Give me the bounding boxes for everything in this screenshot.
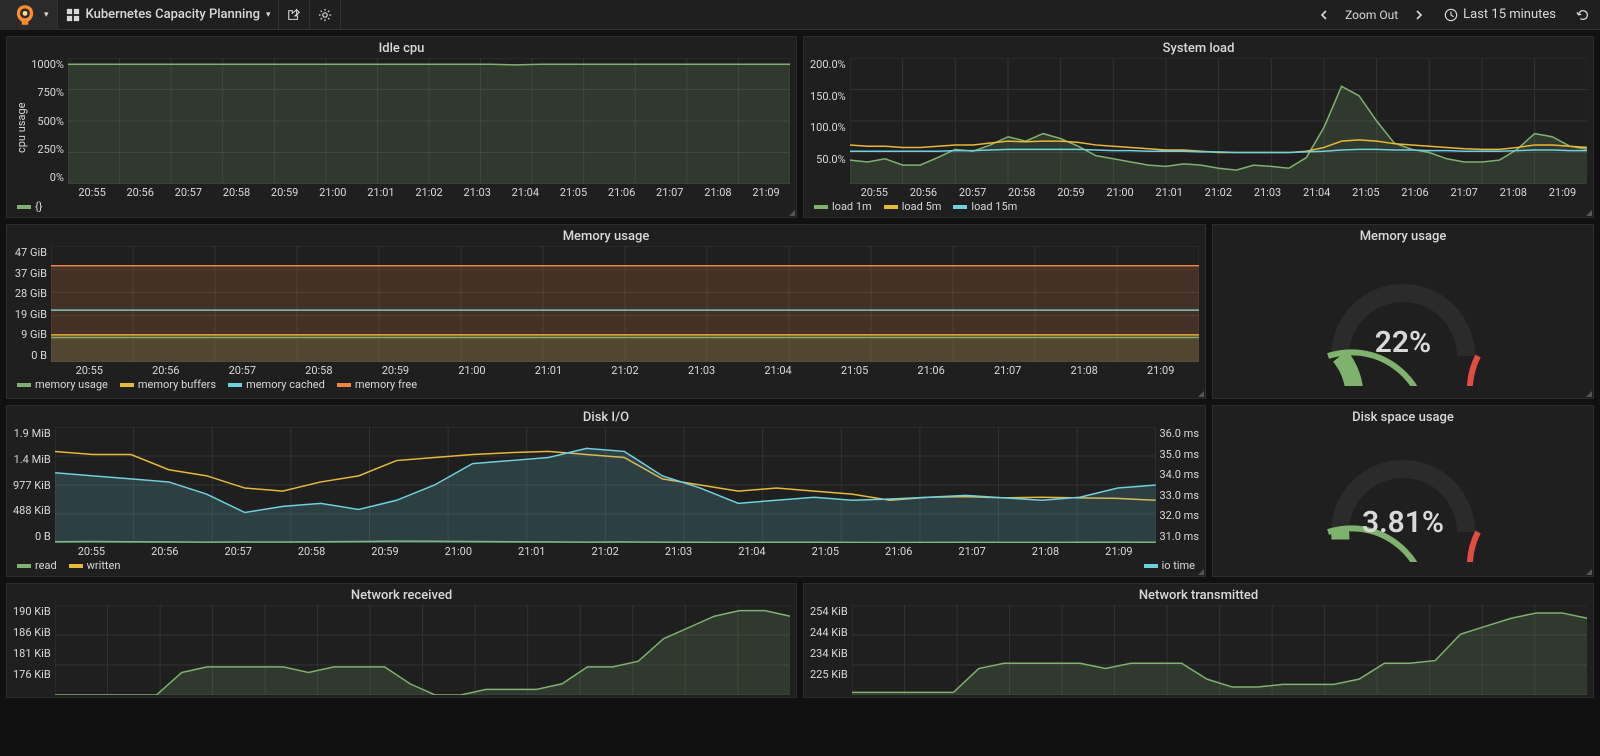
chart-svg: [55, 427, 1156, 543]
y-axis: 200.0%150.0%100.0%50.0%: [810, 58, 850, 198]
gauge-svg: [1303, 256, 1503, 386]
panel-title: Disk space usage: [1219, 410, 1587, 425]
x-axis: 20:5520:5620:5720:5820:5921:0021:0121:02…: [850, 184, 1587, 198]
legend-item[interactable]: load 15m: [953, 200, 1017, 213]
legend-item[interactable]: {}: [17, 200, 42, 213]
legend-item[interactable]: load 1m: [814, 200, 872, 213]
legend-item[interactable]: io time: [1144, 559, 1195, 572]
refresh-icon: [1576, 8, 1590, 22]
y-axis-label: cpu usage: [13, 58, 30, 198]
time-prev-button[interactable]: [1309, 0, 1339, 30]
panel-network-transmitted: Network transmitted 254 KiB244 KiB234 Ki…: [803, 583, 1594, 698]
chevron-left-icon: [1319, 10, 1329, 20]
legend-item[interactable]: load 5m: [884, 200, 942, 213]
legend: memory usage memory buffers memory cached m…: [13, 376, 1199, 393]
x-axis: 20:5520:5620:5720:5820:5921:0021:0121:02…: [51, 362, 1199, 376]
y-axis-right: 36.0 ms35.0 ms34.0 ms33.0 ms32.0 ms31.0 …: [1156, 427, 1200, 557]
panel-title: Idle cpu: [13, 41, 790, 56]
panel-idle-cpu: Idle cpu cpu usage 1000%750%500%250%0% 2…: [6, 36, 797, 218]
logo-menu[interactable]: ▾: [0, 0, 58, 30]
refresh-button[interactable]: [1566, 0, 1600, 30]
legend-item[interactable]: read: [17, 559, 57, 572]
panel-title: Memory usage: [13, 229, 1199, 244]
panel-disk-gauge: Disk space usage 3.81%: [1212, 405, 1594, 577]
y-axis: 254 KiB244 KiB234 KiB225 KiB: [810, 605, 852, 695]
y-axis: 1000%750%500%250%0%: [30, 58, 68, 198]
legend-item[interactable]: memory free: [337, 378, 417, 391]
x-axis: 20:5520:5620:5720:5820:5921:0021:0121:02…: [55, 543, 1156, 557]
panel-title: Disk I/O: [13, 410, 1199, 425]
panel-system-load: System load 200.0%150.0%100.0%50.0% 20:5…: [803, 36, 1594, 218]
dashboard-title: Kubernetes Capacity Planning: [86, 7, 260, 22]
panel-network-received: Network received 190 KiB186 KiB181 KiB17…: [6, 583, 797, 698]
panel-title: System load: [810, 41, 1587, 56]
legend-item[interactable]: memory cached: [228, 378, 325, 391]
y-axis: 190 KiB186 KiB181 KiB176 KiB: [13, 605, 55, 695]
grafana-logo-icon: [12, 2, 38, 28]
gauge-value: 3.81%: [1362, 505, 1444, 540]
panel-title: Network received: [13, 588, 790, 603]
y-axis: 1.9 MiB1.4 MiB977 KiB488 KiB0 B: [13, 427, 55, 557]
legend-item[interactable]: memory buffers: [120, 378, 216, 391]
time-range-picker[interactable]: Last 15 minutes: [1434, 7, 1566, 22]
gauge-svg: [1303, 432, 1503, 562]
legend-item[interactable]: written: [69, 559, 121, 572]
panel-memory-gauge: Memory usage 22%: [1212, 224, 1594, 399]
zoom-out-button[interactable]: Zoom Out: [1339, 8, 1404, 22]
top-navbar: ▾ Kubernetes Capacity Planning ▾ Zoom Ou…: [0, 0, 1600, 30]
share-icon: [287, 8, 301, 22]
panel-disk-io: Disk I/O 1.9 MiB1.4 MiB977 KiB488 KiB0 B…: [6, 405, 1206, 577]
share-button[interactable]: [279, 0, 310, 30]
chart-svg: [850, 58, 1587, 184]
time-range-label: Last 15 minutes: [1463, 7, 1556, 22]
panel-title: Network transmitted: [810, 588, 1587, 603]
time-next-button[interactable]: [1404, 0, 1434, 30]
clock-icon: [1444, 8, 1458, 22]
legend: read written: [13, 557, 124, 574]
legend: {}: [13, 198, 790, 215]
gauge-value: 22%: [1375, 325, 1431, 360]
settings-button[interactable]: [310, 0, 341, 30]
legend-right: io time: [1140, 557, 1199, 574]
y-axis: 47 GiB37 GiB28 GiB19 GiB9 GiB0 B: [13, 246, 51, 376]
panel-memory-usage: Memory usage 47 GiB37 GiB28 GiB19 GiB9 G…: [6, 224, 1206, 399]
chart-svg: [55, 605, 790, 695]
dashboard-title-menu[interactable]: Kubernetes Capacity Planning ▾: [58, 0, 280, 30]
dashboard-icon: [66, 8, 80, 22]
chart-svg: [852, 605, 1587, 695]
chart-svg: [68, 58, 790, 184]
legend-item[interactable]: memory usage: [17, 378, 108, 391]
chart-svg: [51, 246, 1199, 362]
gear-icon: [318, 8, 332, 22]
legend: load 1m load 5m load 15m: [810, 198, 1587, 215]
x-axis: 20:5520:5620:5720:5820:5921:0021:0121:02…: [68, 184, 790, 198]
panel-title: Memory usage: [1219, 229, 1587, 244]
chevron-right-icon: [1414, 10, 1424, 20]
